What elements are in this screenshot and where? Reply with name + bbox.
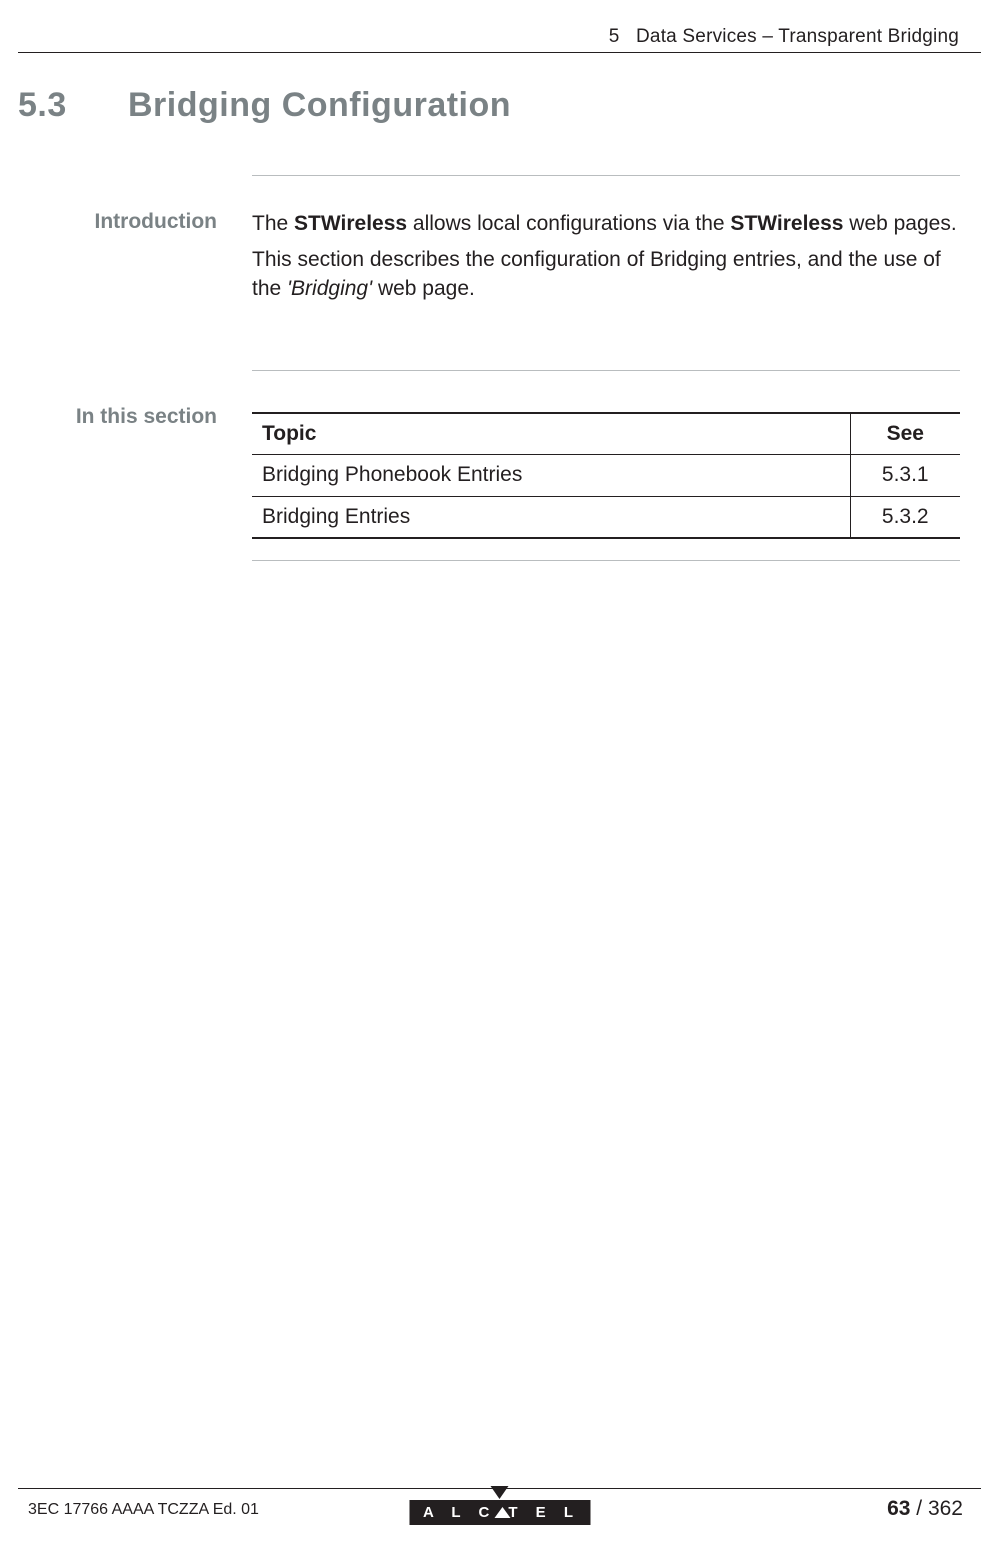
alcatel-logo: A L CT E L [409, 1486, 590, 1525]
table-header-row: Topic See [252, 413, 960, 455]
section-number: 5.3 [18, 86, 67, 125]
alcatel-wordmark: A L CT E L [409, 1500, 590, 1525]
topic-table-wrap: Topic See Bridging Phonebook Entries 5.3… [252, 412, 960, 539]
triangle-down-icon [490, 1486, 508, 1499]
text: The [252, 212, 294, 235]
text: allows local configurations via the [407, 212, 730, 235]
divider [252, 560, 960, 561]
table-row: Bridging Phonebook Entries 5.3.1 [252, 455, 960, 496]
chapter-number: 5 [609, 26, 620, 47]
page-indicator: 63 / 362 [887, 1497, 963, 1521]
cell-see: 5.3.1 [850, 455, 960, 496]
triangle-up-icon [494, 1507, 510, 1518]
topic-table: Topic See Bridging Phonebook Entries 5.3… [252, 412, 960, 539]
divider [252, 370, 960, 371]
page-sep: / [910, 1497, 928, 1520]
page-current: 63 [887, 1497, 910, 1520]
intro-para-1: The STWireless allows local configuratio… [252, 210, 960, 238]
text: web page. [372, 277, 475, 300]
intro-paragraphs: The STWireless allows local configuratio… [252, 210, 960, 303]
doc-reference: 3EC 17766 AAAA TCZZA Ed. 01 [28, 1501, 259, 1519]
table-row: Bridging Entries 5.3.2 [252, 496, 960, 538]
margin-label-introduction: Introduction [0, 210, 235, 234]
intro-para-2: This section describes the configuration… [252, 246, 960, 303]
margin-label-in-this-section: In this section [0, 405, 235, 429]
page-total: 362 [928, 1497, 963, 1520]
product-name: STWireless [294, 212, 407, 235]
running-header: 5 Data Services – Transparent Bridging [609, 26, 959, 48]
text: web pages. [843, 212, 956, 235]
section-title: Bridging Configuration [128, 86, 511, 125]
col-see: See [850, 413, 960, 455]
divider [252, 175, 960, 176]
page-name-italic: 'Bridging' [287, 277, 372, 300]
cell-topic: Bridging Entries [252, 496, 850, 538]
product-name: STWireless [730, 212, 843, 235]
cell-topic: Bridging Phonebook Entries [252, 455, 850, 496]
cell-see: 5.3.2 [850, 496, 960, 538]
chapter-title: Data Services – Transparent Bridging [636, 26, 959, 47]
header-rule [18, 52, 981, 53]
col-topic: Topic [252, 413, 850, 455]
